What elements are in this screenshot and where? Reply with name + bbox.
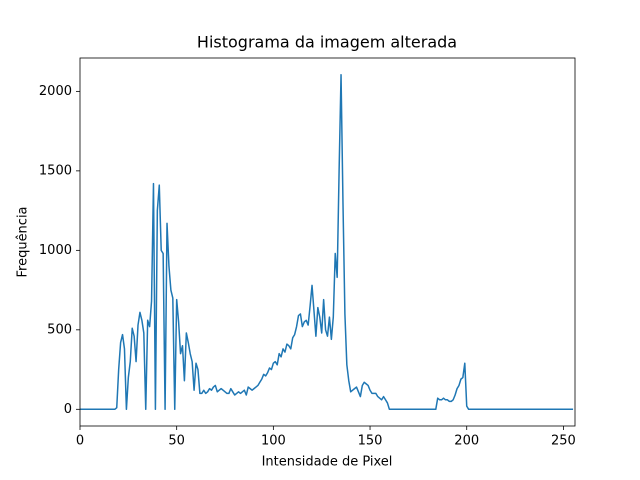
x-tick-label: 50 [168,434,185,449]
y-tick-label: 2000 [39,84,72,99]
x-tick-label: 150 [358,434,383,449]
y-tick-label: 0 [64,402,72,417]
y-axis-label: Frequência [16,206,31,277]
data-line [80,73,574,411]
chart-title: Histograma da imagem alterada [197,33,457,52]
x-axis-label: Intensidade de Pixel [262,455,393,470]
y-tick-label: 1500 [39,163,72,178]
y-tick-label: 1000 [39,243,72,258]
x-tick-label: 200 [454,434,479,449]
x-tick-label: 0 [76,434,84,449]
plot-frame [79,57,576,427]
x-tick-label: 250 [551,434,576,449]
x-tick-label: 100 [261,434,286,449]
y-tick-label: 500 [47,322,72,337]
